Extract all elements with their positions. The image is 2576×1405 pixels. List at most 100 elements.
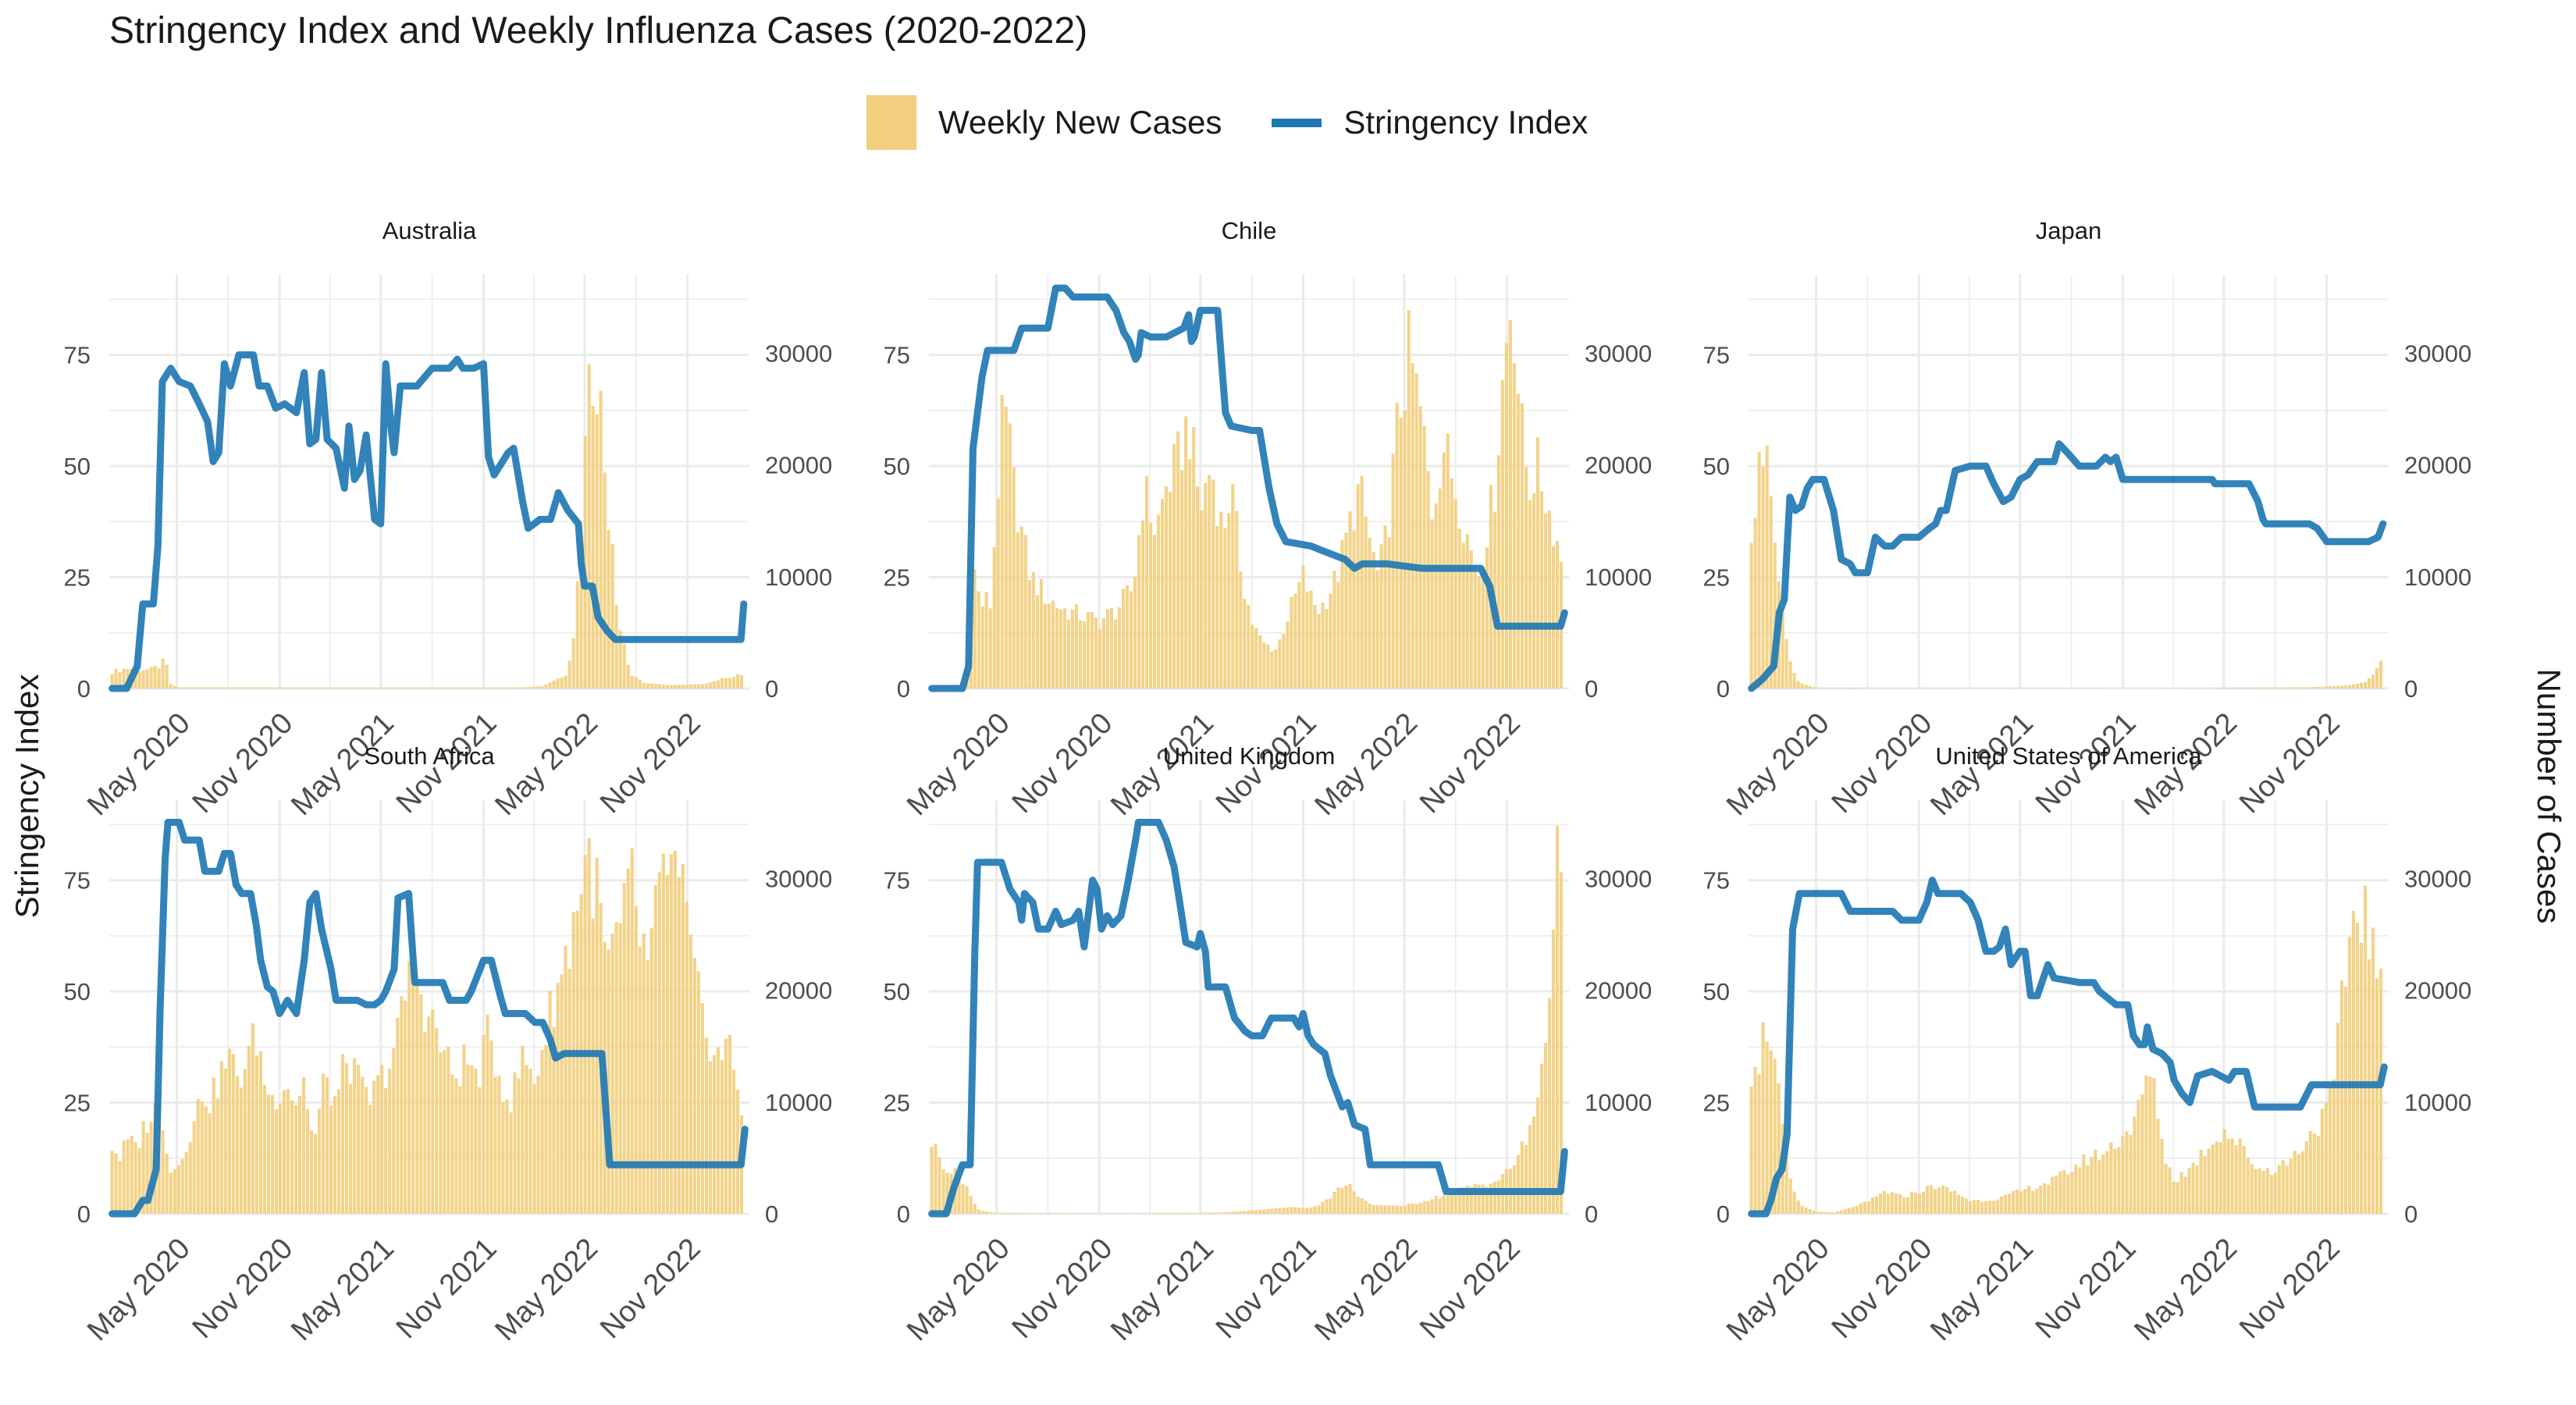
case-bar [1461,542,1465,688]
case-bar [1039,578,1043,688]
case-bar [1949,1191,1953,1214]
case-bar [1980,688,1984,689]
case-bar [169,684,173,688]
case-bar [712,681,716,688]
case-bar [988,608,992,688]
case-bar [1874,1196,1878,1214]
case-bar [1504,343,1508,688]
case-bar [673,685,677,688]
case-bar [380,1065,384,1214]
case-bar [2031,1190,2035,1214]
case-bar [649,927,653,1214]
case-bar [1442,1194,1446,1214]
case-bar [357,1065,361,1214]
case-bar [1453,499,1457,688]
case-bar [657,872,661,1214]
case-bar [1820,1211,1823,1214]
chart-title: Stringency Index and Weekly Influenza Ca… [109,10,1088,52]
case-bar [474,1069,478,1214]
case-bar [513,1072,517,1214]
case-bar [575,582,579,688]
case-bar [1340,540,1344,688]
case-bar [2023,1189,2027,1214]
case-bar [1996,1199,2000,1214]
case-bar [1847,1208,1851,1214]
case-bar [1781,612,1784,688]
case-bar [634,676,638,688]
case-bar [2215,1141,2218,1214]
case-bar [243,1069,247,1214]
case-bar [2152,1077,2156,1214]
case-bar [1329,1198,1332,1214]
case-bar [1430,519,1434,688]
case-bar [1192,427,1196,688]
case-bar [1000,395,1004,688]
x-tick-label: May 2020 [81,706,197,822]
case-bar [1243,1211,1247,1214]
y-tick-left-label: 0 [897,675,910,702]
stringency-line [109,351,748,692]
case-bar [153,666,157,688]
case-bar [728,678,731,688]
case-bar [306,1109,310,1214]
case-bar [2211,1144,2215,1214]
case-bar [1078,1213,1082,1214]
case-bar [1988,1200,1992,1214]
case-bar [400,996,404,1214]
panel-united-states-of-america: United States of America 0 25 50 75 0 10000 200… [1703,742,2472,1347]
case-bar [1477,1184,1481,1214]
y-tick-right-label: 20000 [1585,452,1652,479]
case-bar [1141,1213,1145,1214]
case-bar [681,685,685,688]
case-bar [333,1096,337,1214]
case-bar [536,686,540,688]
case-bar [556,983,560,1214]
case-bar [2148,1076,2152,1214]
case-bar [1270,1208,1274,1214]
case-bar [2129,1134,2133,1214]
case-bar [1137,1213,1141,1214]
case-bar [1835,1211,1839,1214]
case-bar [603,472,607,688]
case-bar [1023,535,1027,688]
case-bar [329,1105,333,1214]
case-bar [1909,1191,1913,1214]
case-bar [161,1129,165,1214]
y-tick-left-label: 0 [1717,1200,1730,1228]
case-bar [677,685,681,688]
y-tick-left-label: 75 [1703,342,1730,369]
case-bar [1804,1208,1808,1214]
case-bar [1481,1184,1485,1214]
case-bar [2179,1172,2183,1214]
panel-title: United States of America [1935,742,2202,770]
case-bar [1062,1213,1066,1214]
case-bar [2199,1149,2203,1214]
case-bar [1239,571,1243,688]
case-bar [2133,1116,2137,1214]
case-bar [1348,511,1352,688]
case-bar [227,1048,231,1214]
case-bar [1953,688,1956,689]
case-bar [688,684,692,688]
case-bar [1843,1209,1847,1214]
case-bar [1227,513,1231,688]
y-tick-left-label: 25 [1703,1090,1730,1117]
case-bar [961,1183,965,1214]
case-bar [1133,576,1137,688]
y-tick-right-label: 30000 [2404,340,2471,367]
case-bar [1325,1199,1329,1214]
y-tick-left-label: 50 [64,453,91,480]
case-bar [1485,1186,1489,1214]
case-bar [2137,1100,2140,1214]
case-bar [302,1076,306,1214]
case-bar [110,1151,114,1214]
case-bar [591,918,595,1214]
case-bar [685,902,688,1214]
case-bar [1200,510,1204,688]
case-bar [1765,445,1769,688]
case-bar [1796,681,1800,688]
case-bar [1082,621,1086,688]
case-bar [326,1077,329,1214]
case-bar [560,677,564,688]
